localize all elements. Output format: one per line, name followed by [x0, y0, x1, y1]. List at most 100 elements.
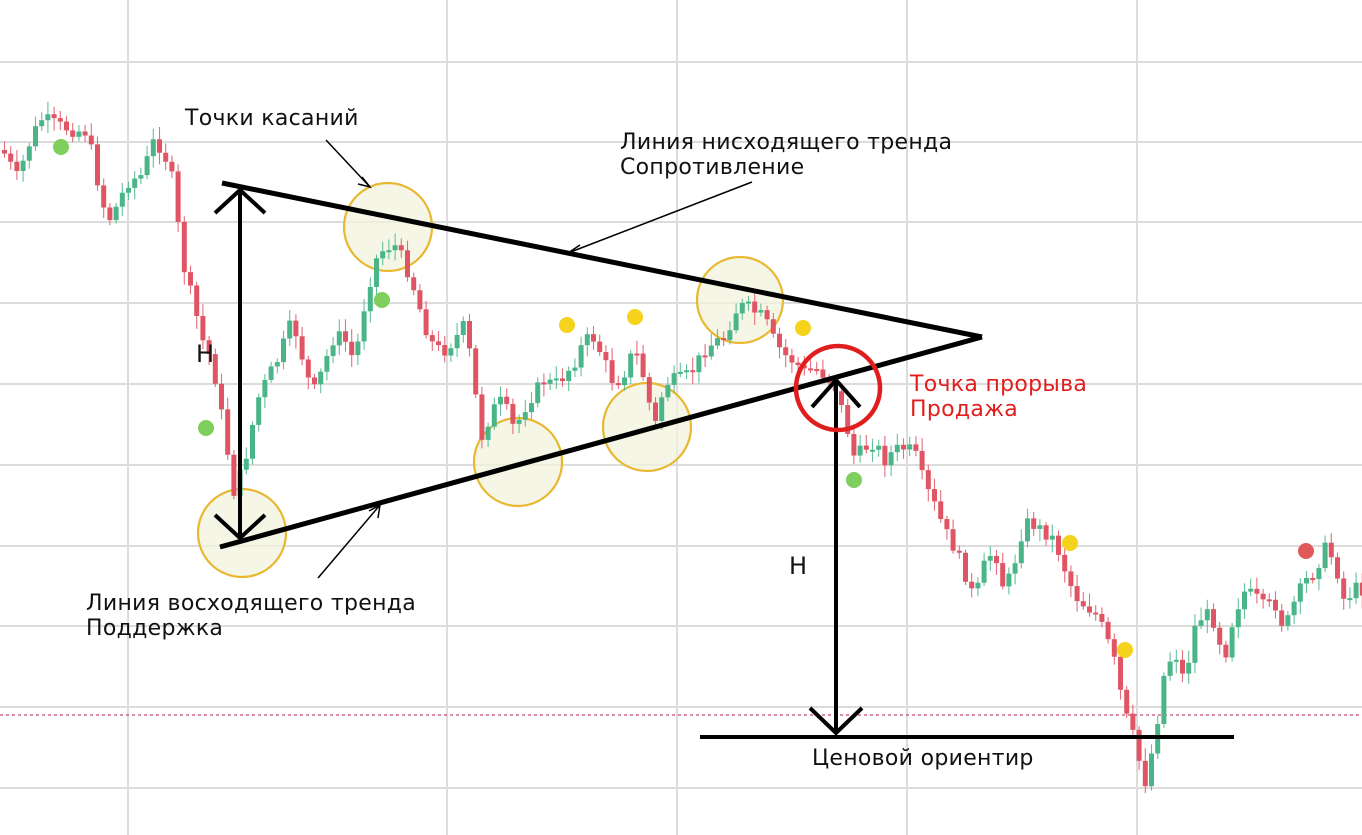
- downtrend-label-line1: Линия нисходящего тренда: [620, 130, 952, 155]
- candle-up: [243, 458, 249, 470]
- signal-dots: [53, 139, 1314, 658]
- candle-up: [1304, 577, 1309, 584]
- candle-down: [181, 221, 187, 273]
- candle-up: [1248, 588, 1254, 592]
- candle-down: [8, 153, 14, 162]
- candle-down: [1099, 613, 1105, 622]
- candle-down: [1260, 593, 1266, 600]
- candle-down: [969, 581, 975, 589]
- candle-up: [665, 384, 671, 398]
- candle-up: [1018, 541, 1024, 564]
- signal-dot-green: [198, 420, 214, 436]
- candle-up: [622, 377, 627, 386]
- candle-down: [690, 370, 696, 373]
- candle-down: [305, 359, 311, 378]
- candle-down: [1043, 525, 1049, 540]
- candle-up: [733, 313, 739, 331]
- touch-point-circle: [472, 416, 564, 508]
- pointer-downtrend: [567, 181, 753, 254]
- candle-down: [1279, 610, 1285, 626]
- breakout-label-line1: Точка прорыва: [909, 372, 1087, 397]
- candle-down: [107, 207, 113, 221]
- candle-down: [479, 394, 485, 440]
- candle-up: [1285, 615, 1291, 626]
- candle-up: [45, 114, 51, 121]
- candle-down: [510, 403, 516, 424]
- candle-down: [1335, 557, 1340, 579]
- candle-down: [839, 391, 844, 406]
- candle-down: [1328, 542, 1334, 558]
- candle-up: [987, 556, 993, 561]
- candle-down: [597, 341, 603, 353]
- candle-down: [2, 150, 7, 154]
- candle-up: [144, 156, 150, 176]
- candle-up: [1198, 620, 1204, 626]
- candle-down: [343, 331, 348, 342]
- uptrend-label-line1: Линия восходящего тренда: [86, 591, 416, 616]
- candle-down: [963, 552, 968, 582]
- candle-up: [33, 126, 38, 147]
- candle-down: [88, 135, 94, 145]
- candle-up: [1316, 568, 1322, 580]
- candle-down: [1142, 760, 1148, 787]
- candle-up: [1173, 659, 1179, 662]
- candle-up: [1297, 583, 1303, 602]
- candle-up: [572, 367, 578, 371]
- candle-down: [1124, 689, 1130, 714]
- candle-up: [1006, 573, 1012, 587]
- candle-down: [1105, 621, 1111, 640]
- candle-down: [14, 161, 20, 171]
- candle-up: [1204, 609, 1210, 621]
- candle-down: [808, 368, 813, 371]
- candle-down: [646, 377, 652, 403]
- candle-up: [1012, 563, 1018, 574]
- candle-down: [560, 378, 565, 382]
- candle-up: [39, 120, 45, 127]
- candle-down: [219, 383, 224, 410]
- height-label-left: H: [196, 340, 214, 368]
- candle-down: [603, 352, 609, 361]
- candle-down: [640, 353, 646, 378]
- candle-down: [1180, 659, 1185, 674]
- candle-up: [715, 338, 720, 346]
- candle-up: [696, 355, 702, 373]
- candle-down: [442, 345, 448, 356]
- candle-down: [349, 341, 355, 356]
- candle-up: [659, 397, 665, 421]
- candle-down: [956, 550, 962, 553]
- candle-down: [1310, 577, 1316, 580]
- height-label-right: H: [789, 552, 807, 580]
- candle-down: [175, 171, 181, 222]
- candle-down: [212, 354, 218, 384]
- candle-down: [293, 320, 299, 337]
- candle-down: [820, 369, 826, 378]
- candle-up: [708, 345, 714, 357]
- pointer-touch-points-head: [357, 176, 372, 189]
- candle-down: [950, 529, 956, 551]
- candle-up: [547, 379, 553, 384]
- candle-up: [975, 582, 981, 589]
- candle-down: [436, 341, 441, 346]
- candle-up: [262, 379, 268, 398]
- candle-down: [1118, 656, 1123, 690]
- signal-dot-green: [53, 139, 69, 155]
- candle-down: [777, 333, 782, 348]
- candle-up: [485, 426, 491, 440]
- candle-down: [938, 501, 944, 520]
- candle-down: [721, 338, 727, 341]
- candle-up: [367, 286, 373, 312]
- candle-up: [1167, 661, 1173, 676]
- candle-up: [287, 320, 293, 339]
- candle-down: [411, 277, 417, 291]
- candle-up: [374, 258, 379, 287]
- candle-down: [157, 139, 162, 153]
- candle-up: [894, 444, 900, 453]
- candle-down: [51, 114, 57, 119]
- candle-down: [1062, 554, 1068, 572]
- candle-down: [1111, 639, 1117, 657]
- candle-down: [163, 152, 169, 162]
- height-arrow-right-top-head: [810, 376, 862, 409]
- candle-down: [541, 382, 547, 385]
- candle-up: [746, 301, 751, 304]
- candle-up: [981, 560, 987, 583]
